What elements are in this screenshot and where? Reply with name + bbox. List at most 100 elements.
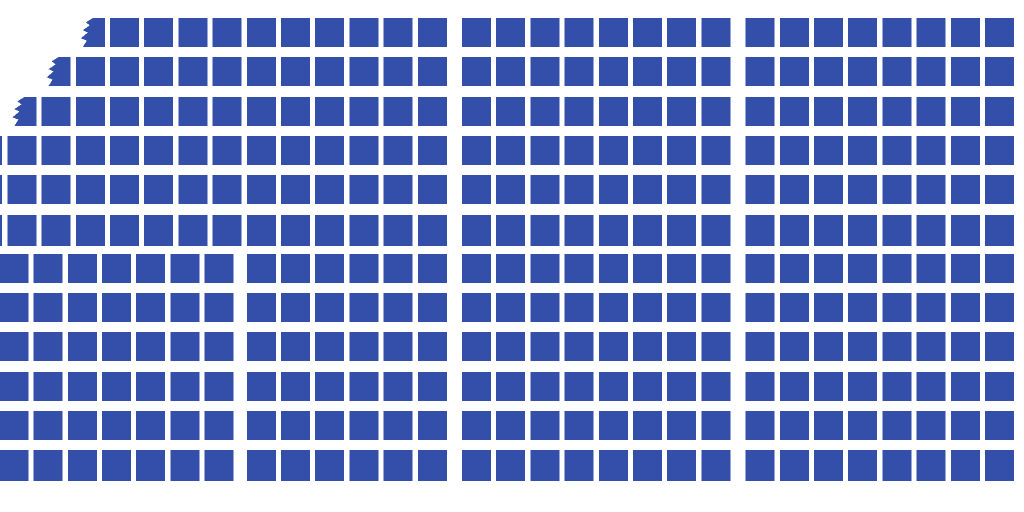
mosaic-tile [530,215,560,246]
mosaic-tile [779,450,809,481]
mosaic-tile-edge [12,97,37,126]
mosaic-tile [633,57,662,86]
mosaic-tile [882,450,912,481]
mosaic-tile [281,97,310,126]
mosaic-tile [349,136,379,165]
mosaic-tile [667,175,697,204]
mosaic-tile [383,411,413,440]
mosaic-tile [383,57,413,86]
mosaic-tile [246,254,276,283]
mosaic-tile [848,175,878,204]
mosaic-tile [0,293,29,322]
mosaic-tile [598,293,628,322]
mosaic-tile [985,293,1014,322]
mosaic-tile [417,215,447,246]
mosaic-tile [848,450,878,481]
mosaic-tile [246,57,276,86]
mosaic-tile [281,332,310,361]
mosaic-tile [530,254,560,283]
mosaic-tile [349,215,379,246]
mosaic-tile [75,57,105,86]
mosaic-tile [530,293,560,322]
mosaic-tile [496,411,526,440]
mosaic-tile [882,175,912,204]
mosaic-tile [136,332,166,361]
mosaic-tile [564,332,594,361]
mosaic-tile [916,254,946,283]
mosaic-tile [814,136,843,165]
mosaic-tile [882,332,912,361]
mosaic-tile [564,293,594,322]
mosaic-tile [246,372,276,401]
mosaic-tile [315,97,345,126]
mosaic-tile [633,293,662,322]
mosaic-tile [315,293,345,322]
mosaic-tile [745,18,775,47]
mosaic-tile [814,57,843,86]
mosaic-tile [633,450,662,481]
mosaic-tile [985,254,1014,283]
mosaic-tile [530,411,560,440]
mosaic-tile [848,57,878,86]
mosaic-tile [67,332,97,361]
mosaic-tile [701,136,731,165]
mosaic-tile [110,18,139,47]
mosaic-tile [882,136,912,165]
mosaic-tile [136,411,166,440]
mosaic-tile [814,411,843,440]
mosaic-tile [916,293,946,322]
mosaic-tile [530,136,560,165]
mosaic-tile [349,450,379,481]
mosaic-tile [496,254,526,283]
mosaic-tile [170,411,200,440]
mosaic-tile [212,97,242,126]
mosaic-tile [144,18,174,47]
mosaic-tile [667,136,697,165]
mosaic-tile [315,136,345,165]
mosaic-tile [667,18,697,47]
mosaic-tile [496,57,526,86]
mosaic-tile [110,136,139,165]
mosaic-tile [417,136,447,165]
mosaic-tile [349,18,379,47]
mosaic-tile [779,254,809,283]
mosaic-tile [170,254,200,283]
mosaic-tile [349,372,379,401]
mosaic-tile [33,411,63,440]
mosaic-tile [950,97,980,126]
mosaic-tile [462,18,491,47]
mosaic-tile [0,254,29,283]
mosaic-tile [315,450,345,481]
mosaic-tile [814,450,843,481]
mosaic-tile [204,372,234,401]
mosaic-tile [564,254,594,283]
mosaic-tile [916,372,946,401]
mosaic-tile [745,411,775,440]
mosaic-tile [136,254,166,283]
mosaic-tile [745,97,775,126]
mosaic-tile [633,18,662,47]
mosaic-tile [916,332,946,361]
mosaic-tile [667,293,697,322]
mosaic-tile [950,175,980,204]
mosaic-tile [745,215,775,246]
mosaic-tile [417,293,447,322]
mosaic-tile [530,175,560,204]
mosaic-tile [417,97,447,126]
mosaic-tile [496,372,526,401]
mosaic-tile [170,293,200,322]
mosaic-tile [417,372,447,401]
mosaic-tile [41,136,71,165]
mosaic-tile [178,215,208,246]
mosaic-tile [462,450,491,481]
mosaic-tile [102,332,131,361]
mosaic-tile [598,372,628,401]
mosaic-tile [814,293,843,322]
mosaic-tile [598,450,628,481]
mosaic-tile [633,215,662,246]
mosaic-tile [564,372,594,401]
mosaic-tile [383,175,413,204]
mosaic-tile [281,450,310,481]
mosaic-tile [496,215,526,246]
mosaic-tile [667,372,697,401]
